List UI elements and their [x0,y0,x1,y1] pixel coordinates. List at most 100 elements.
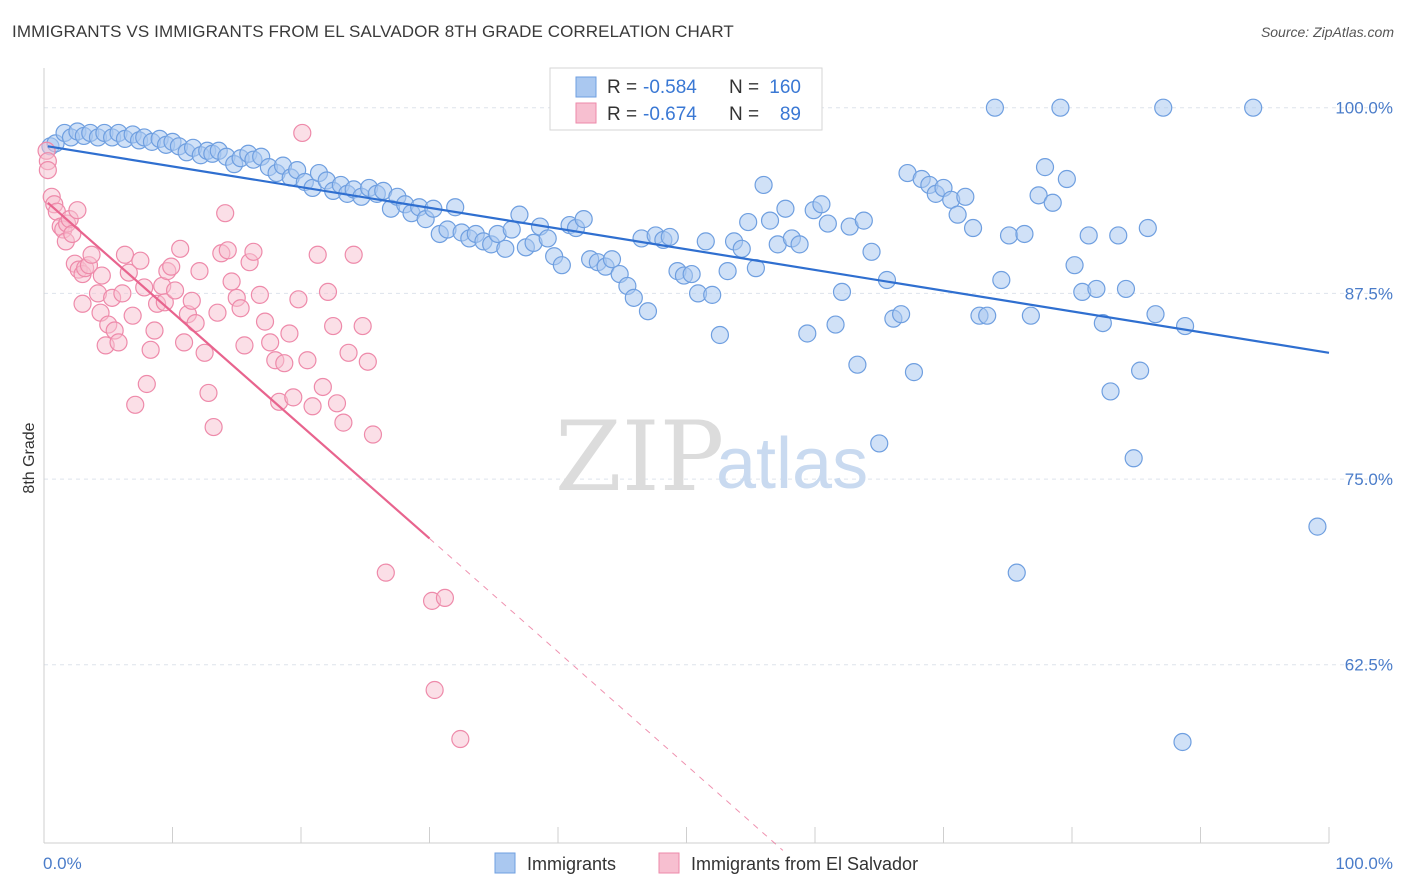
el-salvador-point [353,316,372,336]
immigrants-point [710,325,730,345]
immigrants-point [956,187,975,206]
immigrants-point [999,226,1019,245]
el-salvador-point [298,351,317,370]
immigrants-point [1057,169,1076,189]
immigrants-point [1175,316,1195,336]
el-salvador-point [190,262,209,281]
immigrants-point [1043,193,1062,212]
immigrants-point [1079,226,1098,245]
el-salvador-point [216,204,235,223]
el-salvador-point [218,241,237,260]
chart-title: IMMIGRANTS VS IMMIGRANTS FROM EL SALVADO… [12,22,734,41]
immigrants-point [696,232,715,251]
immigrants-point [1051,98,1070,117]
el-salvador-point [284,388,303,407]
immigrants-point [718,262,737,281]
el-salvador-point [174,333,194,352]
immigrants-point [985,98,1005,117]
el-salvador-point [73,294,92,313]
legend-n-label-1: N = [729,77,759,98]
el-salvador-point [222,272,241,291]
el-salvador-point [204,417,223,437]
y-tick-label-1: 75.0% [1345,470,1393,489]
y-tick-label-0: 62.5% [1345,656,1393,675]
immigrants-point [1007,563,1026,582]
immigrants-point [1138,218,1157,238]
el-salvador-trend-line [47,201,431,540]
bottom-legend-label-immigrants: Immigrants [527,854,616,874]
immigrants-point [854,211,873,230]
x-tick-label-max: 100.0% [1335,854,1393,873]
el-salvador-point [131,251,150,270]
watermark: ZIP atlas [555,401,868,513]
bottom-legend: Immigrants Immigrants from El Salvador [494,852,918,874]
el-salvador-point [126,395,145,414]
immigrants-point [624,288,643,307]
top-legend: R = -0.584 N = 160 R = -0.674 N = 89 [549,67,823,131]
trend-lines [47,145,1330,851]
el-salvador-point [334,413,353,432]
y-tick-label-3: 100.0% [1335,99,1393,118]
immigrants-point [904,363,924,382]
el-salvador-point [162,257,181,276]
el-salvador-point [63,224,82,244]
el-salvador-point [303,397,322,416]
immigrants-point [496,239,515,258]
immigrants-point [798,324,817,343]
el-salvador-point [113,284,132,303]
el-salvador-point [293,123,312,143]
legend-r-value-1: -0.584 [643,77,697,98]
el-salvador-point [363,425,383,444]
immigrants-point [1035,158,1055,177]
immigrants-point [1093,313,1112,333]
immigrants-point [963,218,983,238]
el-salvador-point [318,282,338,302]
immigrants-point [1154,98,1173,117]
gridlines [44,107,1392,666]
el-salvador-point [231,299,250,318]
immigrants-point [1101,382,1120,401]
el-salvador-point [68,201,87,220]
el-salvador-point [275,354,294,373]
immigrants-point [574,210,593,229]
el-salvador-point [171,239,190,258]
el-salvador-point [344,245,363,264]
immigrants-point [1124,449,1143,468]
immigrants-point [1065,256,1084,275]
el-salvador-point [235,336,254,355]
immigrants-point [1021,306,1040,325]
watermark-atlas: atlas [716,424,868,504]
el-salvador-point [376,563,395,582]
legend-n-value-2: 89 [780,104,801,125]
y-axis-title: 8th Grade [21,422,38,493]
immigrants-point [1029,186,1048,205]
el-salvador-point [82,245,101,264]
bottom-legend-swatch-immigrants [494,852,516,874]
el-salvador-point [155,293,174,312]
immigrants-point [1087,279,1106,299]
legend-n-value-1: 160 [769,77,801,98]
legend-r-value-2: -0.674 [643,104,697,125]
immigrants-point [1131,361,1150,380]
immigrants-point [1308,517,1327,536]
immigrants-point [682,264,701,284]
el-salvador-point [308,245,327,264]
el-salvador-point [313,377,332,397]
el-salvador-point [358,352,377,371]
el-salvador-point [324,316,343,336]
immigrants-point [891,305,911,324]
el-salvador-point [435,588,455,608]
el-salvador-point [137,374,156,394]
immigrants-point [638,302,658,321]
el-salvador-point [261,333,280,352]
el-salvador-point [182,291,201,310]
legend-swatch-el-salvador [575,102,597,124]
immigrants-point [992,270,1011,290]
immigrants-point [739,212,758,232]
el-salvador-point [289,290,308,309]
immigrants-point [703,285,722,304]
immigrants-point [1116,279,1136,299]
el-salvador-point [255,312,275,331]
el-salvador-trend-extension [429,538,784,851]
el-salvador-point [339,343,358,362]
